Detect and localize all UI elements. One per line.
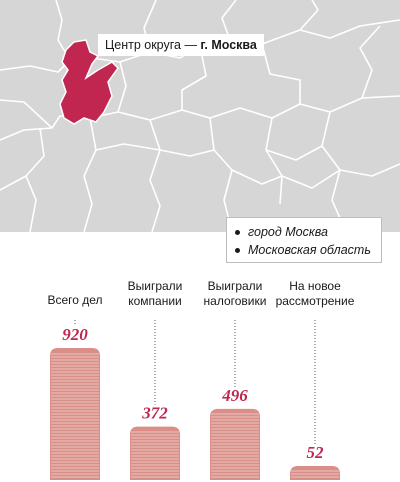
legend-label: город Москва: [248, 225, 328, 239]
callout-prefix: Центр округа —: [105, 38, 201, 52]
category-label: компании: [128, 294, 182, 308]
okrug-center-callout: Центр округа — г. Москва: [98, 34, 264, 56]
value-label: 496: [221, 386, 248, 405]
value-label: 52: [307, 443, 325, 462]
value-label: 920: [62, 325, 88, 344]
bar: [210, 408, 260, 480]
cases-chart: Всего дел920Выиграликомпании372Выигралин…: [47, 280, 355, 480]
region-map: Центр округа — г. Москва: [0, 0, 400, 232]
value-label: 372: [141, 404, 168, 423]
category-label: рассмотрение: [276, 294, 355, 308]
callout-city: г. Москва: [200, 38, 257, 52]
category-label: Выиграли: [128, 280, 183, 293]
category-label: Выиграли: [208, 280, 263, 293]
legend-item-region: Московская область: [235, 241, 381, 259]
map-legend: город Москва Московская область: [226, 217, 382, 263]
bullet-icon: [235, 229, 240, 235]
legend-label: Московская область: [248, 243, 371, 257]
category-label: Всего дел: [47, 293, 102, 307]
bar: [290, 466, 340, 480]
legend-item-moscow: город Москва: [235, 223, 381, 241]
region-borders: [0, 0, 400, 232]
moscow-okrug-highlight: [59, 39, 119, 125]
category-label: На новое: [289, 280, 341, 293]
category-label: налоговики: [204, 294, 267, 308]
bullet-icon: [235, 247, 240, 253]
